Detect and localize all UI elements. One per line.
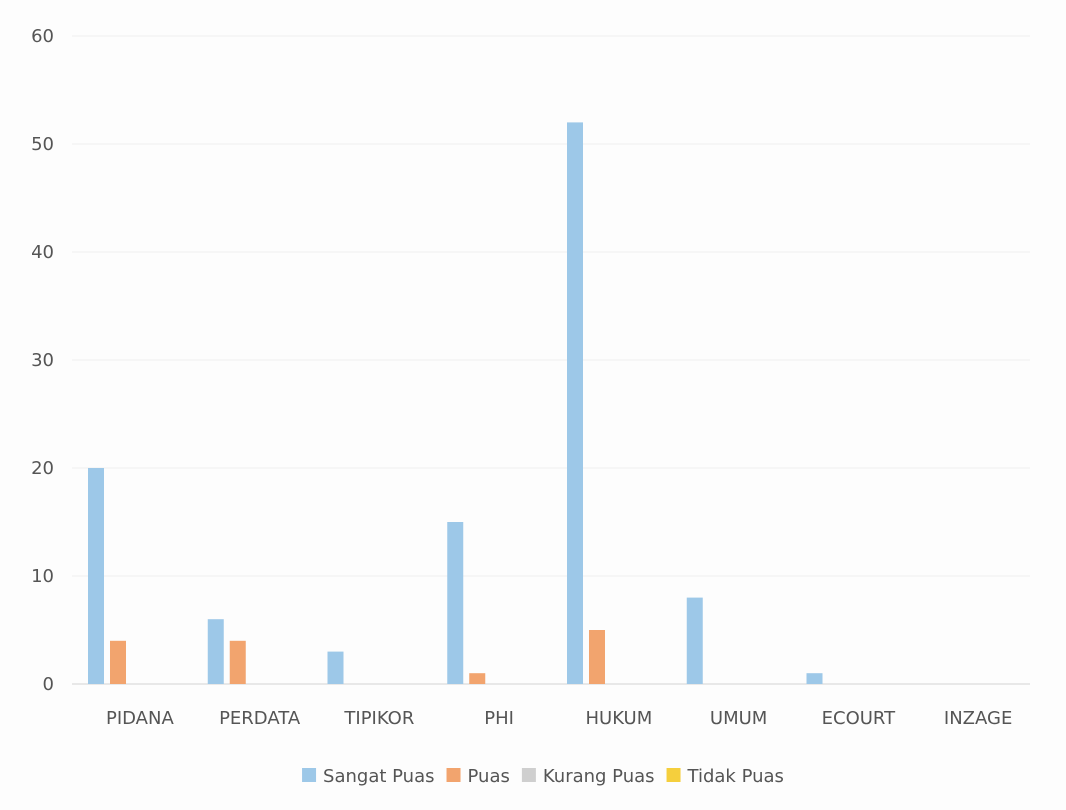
bar-puas-pidana bbox=[110, 640, 126, 684]
y-tick-label: 0 bbox=[43, 674, 54, 695]
bar-sangat-puas-tipikor bbox=[327, 651, 344, 684]
bar-sangat-puas-ecourt bbox=[806, 673, 823, 684]
x-tick-label: UMUM bbox=[710, 708, 767, 729]
bar-sangat-puas-perdata bbox=[207, 619, 224, 684]
bar-sangat-puas-hukum bbox=[567, 122, 583, 684]
bar-puas-phi bbox=[469, 673, 486, 684]
y-axis-ticks: 0 10 20 30 40 50 60 bbox=[31, 26, 54, 695]
y-tick-label: 30 bbox=[31, 350, 54, 371]
legend-label: Puas bbox=[468, 766, 510, 787]
x-axis-labels: PIDANA PERDATA TIPIKOR PHI HUKUM UMUM ECOURT IN… bbox=[106, 708, 1012, 729]
bar-sangat-puas-phi bbox=[447, 522, 464, 684]
y-tick-label: 60 bbox=[31, 26, 54, 47]
x-tick-label: PERDATA bbox=[219, 708, 301, 729]
legend-label: Tidak Puas bbox=[687, 766, 784, 787]
bar-puas-perdata bbox=[229, 640, 246, 684]
x-tick-label: INZAGE bbox=[944, 708, 1012, 729]
legend: Sangat Puas Puas Kurang Puas Tidak Puas bbox=[302, 766, 784, 787]
legend-label: Kurang Puas bbox=[543, 766, 655, 787]
bar-puas-hukum bbox=[589, 630, 605, 684]
x-tick-label: ECOURT bbox=[822, 708, 896, 729]
x-tick-label: HUKUM bbox=[586, 708, 653, 729]
y-tick-label: 40 bbox=[31, 242, 54, 263]
y-tick-label: 50 bbox=[31, 134, 54, 155]
legend-swatch-tidak-puas bbox=[666, 768, 681, 782]
bar-sangat-puas-pidana bbox=[88, 468, 104, 684]
x-tick-label: PHI bbox=[484, 708, 514, 729]
legend-swatch-puas bbox=[446, 768, 461, 782]
legend-label: Sangat Puas bbox=[323, 766, 434, 787]
gridlines bbox=[72, 35, 1030, 685]
legend-swatch-sangat-puas bbox=[302, 768, 317, 782]
bar-sangat-puas-umum bbox=[686, 597, 703, 684]
x-tick-label: TIPIKOR bbox=[343, 708, 414, 729]
y-tick-label: 10 bbox=[31, 566, 54, 587]
y-tick-label: 20 bbox=[31, 458, 54, 479]
x-tick-label: PIDANA bbox=[106, 708, 174, 729]
legend-swatch-kurang-puas bbox=[521, 768, 536, 782]
bars bbox=[88, 122, 823, 684]
